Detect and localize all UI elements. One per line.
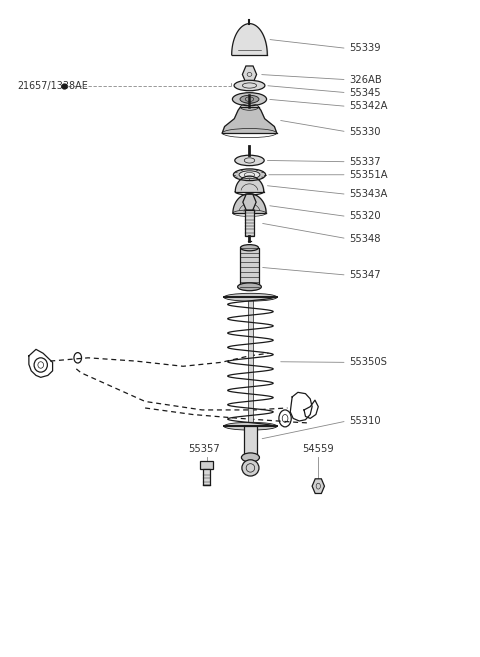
Ellipse shape: [238, 283, 261, 290]
Text: 55310: 55310: [349, 416, 381, 426]
Ellipse shape: [235, 155, 264, 166]
Ellipse shape: [224, 422, 277, 430]
Text: 55320: 55320: [349, 212, 381, 221]
Text: 21657/1338AE: 21657/1338AE: [17, 81, 88, 91]
Text: 55343A: 55343A: [349, 189, 387, 199]
Bar: [244, 426, 257, 455]
Bar: [200, 461, 214, 469]
Text: 55345: 55345: [349, 87, 381, 98]
Ellipse shape: [232, 93, 266, 106]
Ellipse shape: [233, 169, 265, 181]
Text: 326AB: 326AB: [349, 75, 382, 85]
Text: 55330: 55330: [349, 127, 381, 137]
Text: 55337: 55337: [349, 157, 381, 167]
Text: 55348: 55348: [349, 234, 381, 244]
Ellipse shape: [234, 80, 265, 91]
Bar: [248, 297, 253, 433]
Text: 55350S: 55350S: [349, 357, 387, 367]
Ellipse shape: [240, 244, 259, 251]
Text: 55339: 55339: [349, 43, 381, 53]
Ellipse shape: [242, 460, 259, 476]
Ellipse shape: [240, 95, 259, 103]
Polygon shape: [222, 107, 277, 133]
Bar: [245, 210, 254, 236]
Ellipse shape: [224, 293, 277, 301]
Ellipse shape: [241, 453, 260, 462]
Text: 55357: 55357: [189, 443, 220, 453]
Text: 54559: 54559: [302, 443, 334, 453]
Bar: [204, 469, 210, 485]
Text: 55351A: 55351A: [349, 170, 388, 180]
Text: 55347: 55347: [349, 270, 381, 280]
Ellipse shape: [239, 171, 260, 179]
Bar: [240, 248, 259, 287]
Text: 55342A: 55342A: [349, 101, 388, 111]
